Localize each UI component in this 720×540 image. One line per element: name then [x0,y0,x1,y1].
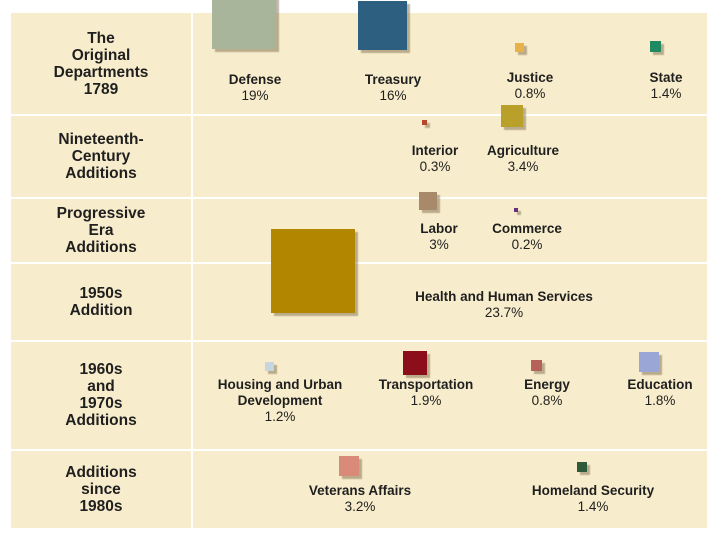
department-label-homeland-security: Homeland Security 1.4% [531,483,655,514]
department-label-energy: Energy 0.8% [524,377,570,408]
departments-diagram: The Original Departments 1789 Defense 19%… [11,0,707,528]
department-square-treasury [357,0,407,50]
era-label-since-1980s: Additions since 1980s [65,463,137,515]
department-square-housing-urban-development [264,361,274,371]
department-label-state: State 1.4% [649,70,683,101]
department-square-interior [421,119,427,125]
department-label-treasury: Treasury 16% [364,72,422,103]
department-square-justice [514,42,524,52]
era-label-1950s: 1950s Addition [69,284,133,319]
department-square-labor [419,192,437,210]
department-label-interior: Interior 0.3% [411,143,459,174]
department-square-transportation [403,351,427,375]
department-label-transportation: Transportation 1.9% [378,377,474,408]
department-square-education [639,352,659,372]
row-divider [11,262,707,264]
era-label-progressive-era: Progressive Era Additions [56,204,146,256]
department-label-agriculture: Agriculture 3.4% [486,143,559,174]
row-divider [11,197,707,199]
row-divider [11,340,707,342]
department-label-veterans-affairs: Veterans Affairs 3.2% [308,483,412,514]
department-label-labor: Labor 3% [420,221,458,252]
era-label-1960s-1970s: 1960s and 1970s Additions [65,361,137,429]
department-square-energy [530,359,542,371]
department-square-veterans-affairs [339,456,359,476]
department-label-health-human-services: Health and Human Services 23.7% [415,289,593,320]
department-square-health-human-services [271,229,355,313]
era-label-1789: The Original Departments 1789 [53,29,149,98]
department-label-housing-urban-development: Housing and Urban Development 1.2% [217,377,343,424]
department-square-agriculture [501,105,523,127]
department-square-homeland-security [577,462,587,472]
department-label-commerce: Commerce 0.2% [492,221,562,252]
column-divider [191,13,193,528]
department-label-education: Education 1.8% [627,377,693,408]
era-label-nineteenth-century: Nineteenth- Century Additions [58,130,144,182]
department-label-justice: Justice 0.8% [506,70,554,101]
department-label-defense: Defense 19% [228,72,282,103]
department-square-state [649,40,661,52]
row-divider [11,114,707,116]
row-divider [11,449,707,451]
department-square-commerce [514,208,518,212]
department-square-defense [212,0,276,49]
